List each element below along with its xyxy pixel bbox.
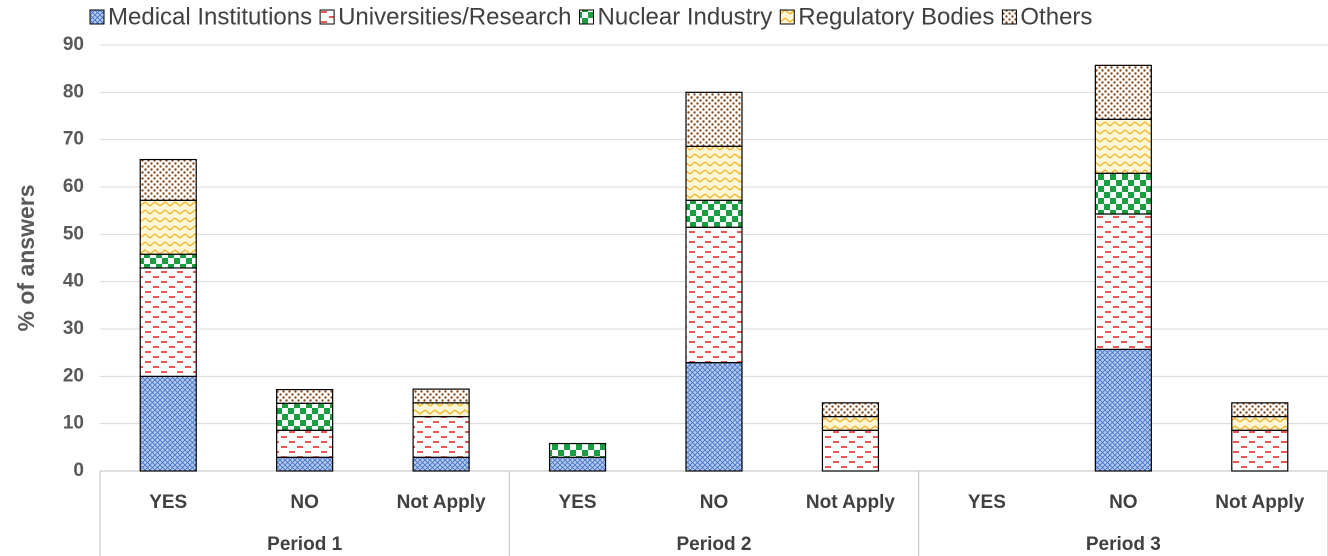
legend-swatch xyxy=(319,9,335,25)
bar-segment xyxy=(685,91,743,147)
y-tick-label: 70 xyxy=(63,129,84,150)
y-tick-label: 30 xyxy=(63,318,84,339)
bar-segment xyxy=(821,415,880,431)
bar-segment xyxy=(548,456,607,472)
bar-segment xyxy=(139,267,197,377)
group-label: Period 1 xyxy=(267,534,342,555)
legend-label: Others xyxy=(1020,3,1092,30)
x-tick-label: Not Apply xyxy=(1215,492,1304,513)
bar-segment xyxy=(821,402,880,418)
y-tick-label: 90 xyxy=(63,34,84,55)
x-tick-label: YES xyxy=(968,492,1006,513)
bar-segment xyxy=(412,388,470,404)
bar-segment xyxy=(1231,402,1289,418)
bar-segment xyxy=(276,456,334,472)
y-tick-label: 40 xyxy=(63,271,84,292)
bar-segment xyxy=(685,199,743,228)
y-tick-label: 60 xyxy=(63,176,84,197)
legend-label: Nuclear Industry xyxy=(598,3,773,30)
x-tick-label: YES xyxy=(149,492,187,513)
x-tick-label: NO xyxy=(290,492,319,513)
bar-segment xyxy=(1231,415,1289,431)
x-tick-label: Not Apply xyxy=(397,492,486,513)
group-label: Period 2 xyxy=(677,534,752,555)
bar-segment xyxy=(1094,172,1152,215)
y-tick-label: 0 xyxy=(73,460,84,481)
x-tick-label: Not Apply xyxy=(806,492,895,513)
legend-label: Medical Institutions xyxy=(108,3,312,30)
bar-segment xyxy=(685,145,743,201)
legend-swatch xyxy=(1001,9,1017,25)
legend-swatch xyxy=(779,9,795,25)
x-tick-label: NO xyxy=(700,492,729,513)
bar-segment xyxy=(548,442,607,458)
y-tick-label: 10 xyxy=(63,413,84,434)
bar-segment xyxy=(276,388,334,404)
bar-segment xyxy=(412,415,470,458)
bar-segment xyxy=(1094,348,1152,472)
legend-swatch xyxy=(579,9,595,25)
bar-segment xyxy=(412,402,470,418)
bar-segment xyxy=(1231,429,1289,472)
bar-segment xyxy=(276,429,334,458)
bar-segment xyxy=(685,362,743,472)
y-tick-label: 80 xyxy=(63,81,84,102)
legend-swatch xyxy=(89,9,105,25)
bar-segment xyxy=(276,402,334,431)
legend-label: Regulatory Bodies xyxy=(798,3,994,30)
bar-segment xyxy=(821,429,880,472)
x-tick-label: NO xyxy=(1109,492,1138,513)
legend-label: Universities/Research xyxy=(338,3,571,30)
bar-segment xyxy=(139,375,197,472)
group-label: Period 3 xyxy=(1086,534,1161,555)
bar-segment xyxy=(139,199,197,255)
y-axis-label: % of answers xyxy=(13,185,39,332)
bar-segment xyxy=(139,253,197,269)
bar-segment xyxy=(1094,64,1152,120)
bar-segment xyxy=(412,456,470,472)
bar-segment xyxy=(1094,213,1152,350)
bar-segment xyxy=(685,226,743,364)
bar-segment xyxy=(1094,118,1152,174)
y-tick-label: 50 xyxy=(63,223,84,244)
y-tick-label: 20 xyxy=(63,365,84,386)
x-tick-label: YES xyxy=(559,492,597,513)
bar-segment xyxy=(139,158,197,201)
